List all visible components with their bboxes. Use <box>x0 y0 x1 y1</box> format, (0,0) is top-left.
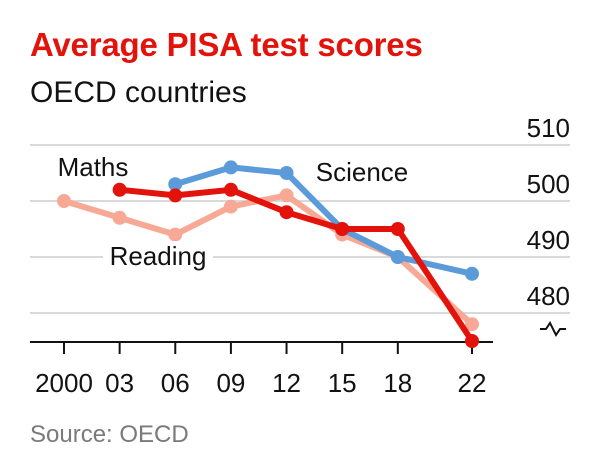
point-reading-2000 <box>57 194 71 208</box>
y-tick-label-500: 500 <box>527 169 570 199</box>
point-maths-2015 <box>335 222 350 236</box>
series-labels: Reading Science Maths <box>58 152 409 273</box>
x-tick-label-06: 06 <box>161 368 190 398</box>
point-science-2009 <box>223 160 238 175</box>
chart-title: Average PISA test scores <box>30 26 423 63</box>
x-tick-label-12: 12 <box>272 368 301 398</box>
x-tick-label-18: 18 <box>383 368 412 398</box>
point-maths-2018 <box>390 222 405 236</box>
y-tick-label-480: 480 <box>527 281 570 311</box>
x-tick-label-03: 03 <box>105 368 134 398</box>
chart-subtitle: OECD countries <box>30 76 247 109</box>
chart-source: Source: OECD <box>30 421 189 448</box>
y-tick-label-510: 510 <box>527 113 570 143</box>
x-axis: 2000 03 06 09 12 15 18 22 <box>30 341 493 398</box>
point-maths-2009 <box>223 182 238 197</box>
point-maths-2006 <box>168 188 183 203</box>
point-science-2012 <box>279 166 294 180</box>
series-maths <box>112 182 479 348</box>
grid-lines <box>30 144 570 314</box>
point-reading-2003 <box>112 210 127 225</box>
series-line-science <box>172 164 475 277</box>
y-axis-tick-labels: 480 490 500 510 <box>527 113 570 337</box>
point-maths-2012 <box>279 205 294 220</box>
point-science-2018 <box>390 250 405 264</box>
point-reading-2012 <box>279 188 294 203</box>
point-maths-2003 <box>112 182 127 197</box>
point-science-2006 <box>168 177 183 192</box>
y-tick-label-490: 490 <box>527 225 570 255</box>
point-reading-2009 <box>223 199 238 214</box>
axis-break-icon <box>540 321 566 337</box>
series-label-science: Science <box>316 157 409 187</box>
x-tick-label-22: 22 <box>458 368 487 398</box>
point-reading-2006 <box>168 227 183 242</box>
point-science-2022 <box>465 266 479 281</box>
series-label-maths: Maths <box>58 152 129 182</box>
series-lines <box>57 160 479 348</box>
point-reading-2022 <box>465 317 479 332</box>
point-maths-2022 <box>465 334 479 348</box>
series-label-reading: Reading <box>110 241 207 271</box>
x-tick-label-09: 09 <box>216 368 245 398</box>
x-tick-label-15: 15 <box>328 368 357 398</box>
series-label-bg-reading <box>103 241 213 273</box>
x-tick-label-2000: 2000 <box>35 368 93 398</box>
